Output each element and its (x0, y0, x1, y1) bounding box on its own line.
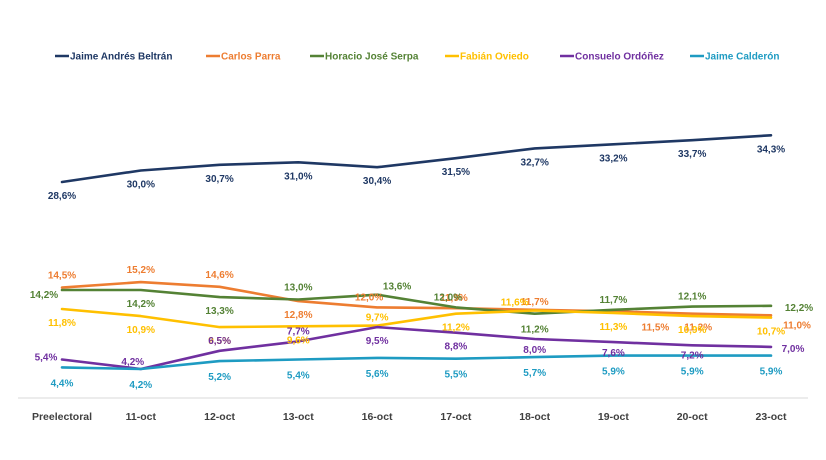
data-label-4-5: 8,8% (445, 342, 468, 353)
data-label-3-4: 9,7% (366, 313, 389, 324)
data-label-1-3: 12,8% (284, 310, 312, 321)
x-tick-label-5: 17-oct (440, 411, 471, 423)
data-label-2-6: 11,2% (521, 325, 549, 336)
data-label-5-0: 4,4% (51, 378, 74, 389)
x-tick-label-1: 11-oct (126, 411, 157, 423)
data-label-2-8: 12,1% (678, 292, 706, 303)
data-label-0-5: 31,5% (442, 167, 470, 178)
data-label-4-7: 7,6% (602, 348, 625, 359)
data-label-5-7: 5,9% (602, 367, 625, 378)
data-label-5-6: 5,7% (523, 368, 546, 379)
data-label-1-2: 14,6% (205, 270, 233, 281)
data-label-1-7: 11,5% (641, 322, 669, 333)
data-label-3-9: 10,7% (757, 327, 785, 338)
data-label-4-9: 7,0% (782, 344, 805, 355)
legend-label-1: Carlos Parra (221, 52, 281, 63)
data-label-0-9: 34,3% (757, 144, 785, 155)
data-label-1-5: 11,9% (440, 293, 468, 304)
data-label-3-0: 11,8% (48, 318, 76, 329)
x-tick-label-8: 20-oct (677, 411, 708, 423)
data-label-4-8: 7,2% (681, 350, 704, 361)
data-label-1-6: 11,7% (521, 297, 549, 308)
data-label-2-7: 11,7% (599, 295, 627, 306)
data-label-3-6: 11,6% (501, 298, 529, 309)
data-label-1-8: 11,2% (684, 323, 712, 334)
data-label-2-9: 12,2% (785, 303, 813, 314)
series-lines (60, 134, 773, 371)
data-label-4-3: 7,7% (287, 326, 310, 337)
data-label-4-2: 6,5% (208, 336, 231, 347)
x-tick-label-9: 23-oct (756, 411, 787, 423)
legend-label-5: Jaime Calderón (705, 52, 779, 63)
data-label-2-2: 13,3% (205, 306, 233, 317)
series-line-5 (60, 354, 773, 371)
data-label-2-0: 14,2% (30, 290, 58, 301)
data-label-5-3: 5,4% (287, 371, 310, 382)
data-label-5-2: 5,2% (208, 372, 231, 383)
data-label-3-5: 11,2% (442, 323, 470, 334)
x-tick-label-2: 12-oct (204, 411, 235, 423)
data-label-0-6: 32,7% (521, 157, 549, 168)
x-tick-label-6: 18-oct (519, 411, 550, 423)
data-label-1-0: 14,5% (48, 271, 76, 282)
data-label-2-4: 13,6% (383, 282, 411, 293)
data-label-3-8: 10,9% (678, 325, 706, 336)
chart-legend: Jaime Andrés Beltrán Carlos Parra Horacio … (55, 52, 779, 63)
data-label-0-1: 30,0% (127, 180, 155, 191)
data-label-2-5: 12,0% (434, 292, 462, 303)
data-label-4-6: 8,0% (523, 345, 546, 356)
x-tick-label-3: 13-oct (283, 411, 314, 423)
data-label-3-1: 10,9% (127, 325, 155, 336)
data-label-1-1: 15,2% (127, 265, 155, 276)
data-label-0-3: 31,0% (284, 171, 312, 182)
x-tick-label-0: Preelectoral (32, 411, 92, 423)
data-label-5-5: 5,5% (445, 370, 468, 381)
data-label-4-1: 4,2% (121, 357, 144, 368)
data-label-4-0: 5,4% (35, 353, 58, 364)
series-line-4 (60, 325, 773, 371)
data-label-0-8: 33,7% (678, 149, 706, 160)
data-label-3-7: 11,3% (599, 322, 627, 333)
series-line-3 (60, 307, 773, 329)
x-tick-label-7: 19-oct (598, 411, 629, 423)
data-label-5-4: 5,6% (366, 369, 389, 380)
legend-label-2: Horacio José Serpa (325, 52, 419, 63)
data-label-0-4: 30,4% (363, 176, 391, 187)
legend-label-3: Fabián Oviedo (460, 52, 529, 63)
data-label-3-3: 9,6% (287, 335, 310, 346)
data-label-1-4: 12,0% (355, 292, 383, 303)
data-labels: 28,6% 30,0% 30,7% 31,0% 30,4% 31,5% 32,7% 33,2%… (30, 144, 813, 391)
legend-label-4: Consuelo Ordóñez (575, 52, 664, 63)
data-label-5-9: 5,9% (760, 367, 783, 378)
data-label-3-2: 9,5% (208, 336, 231, 347)
data-label-2-1: 14,2% (127, 299, 155, 310)
series-line-2 (60, 288, 773, 316)
data-label-1-9: 11,0% (783, 320, 811, 331)
data-label-5-1: 4,2% (129, 380, 152, 391)
series-line-1 (60, 280, 773, 317)
series-line-0 (60, 134, 773, 184)
data-label-4-4: 9,5% (366, 336, 389, 347)
legend-label-0: Jaime Andrés Beltrán (70, 52, 172, 63)
data-label-5-8: 5,9% (681, 367, 704, 378)
data-label-0-7: 33,2% (599, 153, 627, 164)
data-label-0-0: 28,6% (48, 191, 76, 202)
data-label-2-3: 13,0% (284, 283, 312, 294)
data-label-0-2: 30,7% (205, 174, 233, 185)
x-axis-ticks: Preelectoral 11-oct 12-oct 13-oct 16-oct 17-o… (32, 411, 787, 423)
x-tick-label-4: 16-oct (362, 411, 393, 423)
